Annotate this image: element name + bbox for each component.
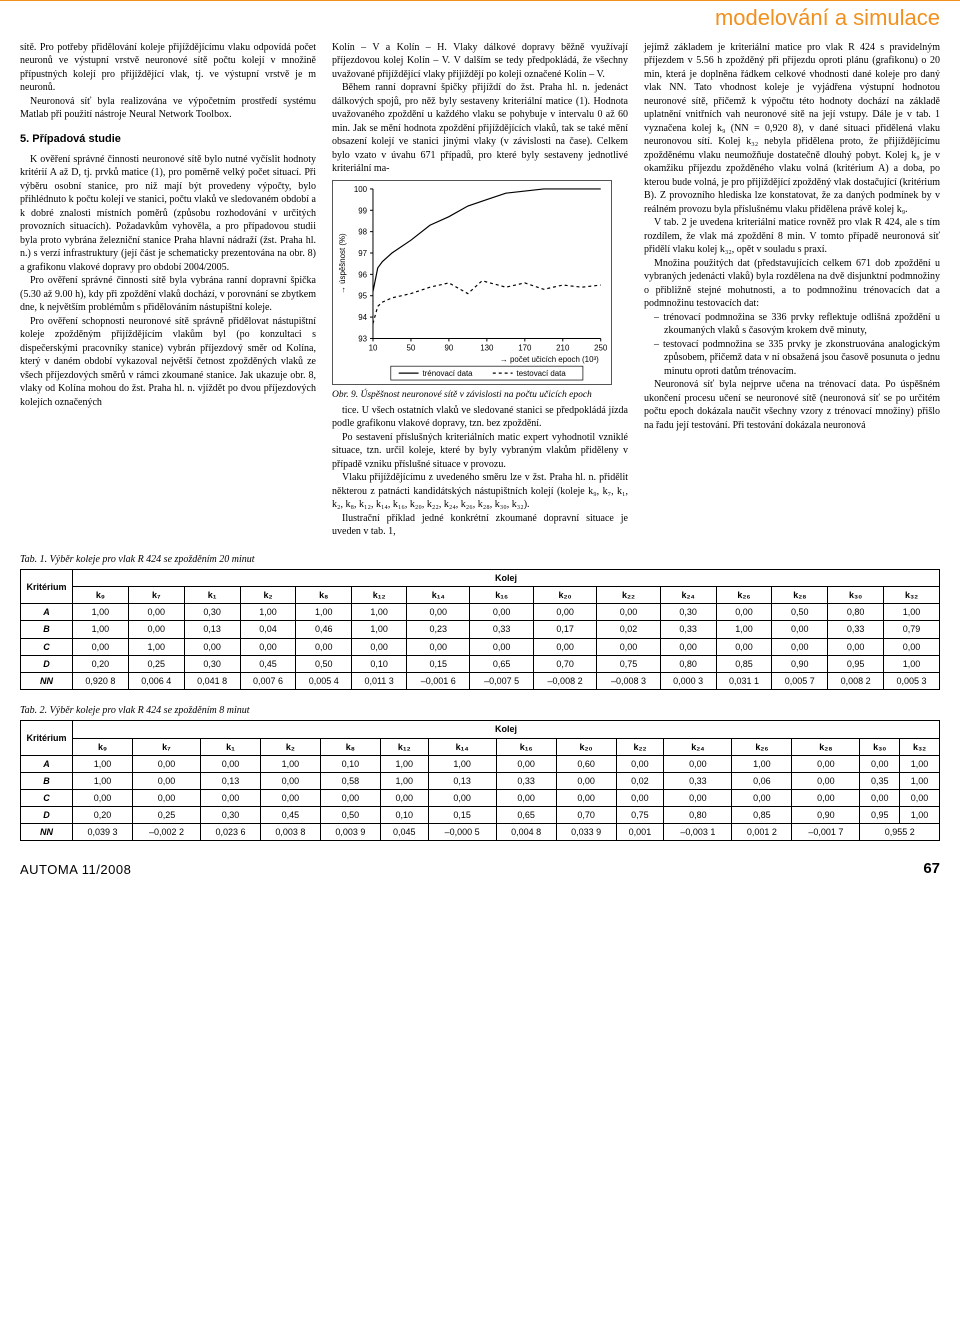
svg-text:10: 10 xyxy=(369,343,378,352)
svg-text:210: 210 xyxy=(556,343,570,352)
svg-text:170: 170 xyxy=(518,343,532,352)
table2: KritériumKolejk₉k₇k₁k₂k₈k₁₂k₁₄k₁₆k₂₀k₂₂k… xyxy=(20,720,940,841)
page-footer: AUTOMA 11/2008 67 xyxy=(0,841,960,889)
page-number: 67 xyxy=(923,859,940,879)
chart-svg: 93 94 95 96 97 98 99 100 10 50 90 130 170 210 250 → úsp… xyxy=(333,181,611,384)
section-heading-5: 5. Případová studie xyxy=(20,132,316,147)
svg-text:100: 100 xyxy=(354,185,368,194)
col1-p3: K ověření správné činnosti neuronové sít… xyxy=(20,153,316,275)
table1-caption: Tab. 1. Výběr koleje pro vlak R 424 se z… xyxy=(20,553,940,567)
col1-p5: Pro ověření schopnosti neuronové sítě sp… xyxy=(20,315,316,410)
svg-text:130: 130 xyxy=(480,343,494,352)
col3-li2-text: testovací podmnožina se 335 prvky je zko… xyxy=(663,339,940,377)
header-rule xyxy=(0,0,960,1)
svg-text:50: 50 xyxy=(407,343,416,352)
svg-text:250: 250 xyxy=(594,343,608,352)
column-2: Kolín – V a Kolín – H. Vlaky dálkové dop… xyxy=(332,41,628,539)
chart-box: 93 94 95 96 97 98 99 100 10 50 90 130 170 210 250 → úsp… xyxy=(332,180,612,385)
svg-text:trénovací data: trénovací data xyxy=(422,369,473,378)
svg-text:94: 94 xyxy=(358,313,367,322)
svg-text:98: 98 xyxy=(358,227,367,236)
svg-text:97: 97 xyxy=(358,249,367,258)
column-1: sítě. Pro potřeby přidělování koleje při… xyxy=(20,41,316,539)
col2-p6: Ilustrační příklad jedné konkrétní zkoum… xyxy=(332,512,628,539)
svg-text:90: 90 xyxy=(444,343,453,352)
table1: KritériumKolejk₉k₇k₁k₂k₈k₁₂k₁₄k₁₆k₂₀k₂₂k… xyxy=(20,569,940,690)
col3-list: trénovací podmnožina se 336 prvky reflek… xyxy=(644,311,940,379)
main-columns: sítě. Pro potřeby přidělování koleje při… xyxy=(20,41,940,539)
col3-li1: trénovací podmnožina se 336 prvky reflek… xyxy=(654,311,940,338)
svg-text:96: 96 xyxy=(358,270,367,279)
svg-text:testovací data: testovací data xyxy=(517,369,567,378)
col2-p4: Po sestavení příslušných kriteriálních m… xyxy=(332,431,628,472)
svg-text:→ úspěšnost (%): → úspěšnost (%) xyxy=(338,233,347,294)
magazine-issue: AUTOMA 11/2008 xyxy=(20,861,131,879)
chart-caption: Obr. 9. Úspěšnost neuronové sítě v závis… xyxy=(332,389,612,402)
svg-text:99: 99 xyxy=(358,206,367,215)
col3-p4: Neuronová síť byla nejprve učena na trén… xyxy=(644,378,940,432)
col1-p1: sítě. Pro potřeby přidělování koleje při… xyxy=(20,41,316,95)
svg-text:93: 93 xyxy=(358,334,367,343)
col2-p5: Vlaku přijíždějícímu z uvedeného směru l… xyxy=(332,471,628,512)
svg-text:95: 95 xyxy=(358,291,367,300)
col3-p3: Množina použitých dat (představujících c… xyxy=(644,257,940,311)
col3-p2: V tab. 2 je uvedena kriteriální matice r… xyxy=(644,216,940,257)
col3-p1: jejímž základem je kriteriální matice pr… xyxy=(644,41,940,217)
col1-p4: Pro ověření správné činnosti sítě byla v… xyxy=(20,274,316,315)
chart-figure: 93 94 95 96 97 98 99 100 10 50 90 130 170 210 250 → úsp… xyxy=(332,180,612,402)
col3-li2: testovací podmnožina se 335 prvky je zko… xyxy=(654,338,940,379)
svg-text:→ počet učicích epoch (10³): → počet učicích epoch (10³) xyxy=(500,355,599,364)
col2-p2: Během ranní dopravní špičky přijíždí do … xyxy=(332,81,628,176)
table2-caption: Tab. 2. Výběr koleje pro vlak R 424 se z… xyxy=(20,704,940,718)
col3-li1-text: trénovací podmnožina se 336 prvky reflek… xyxy=(663,312,940,337)
col2-p1: Kolín – V a Kolín – H. Vlaky dálkové dop… xyxy=(332,41,628,82)
category-bar: modelování a simulace xyxy=(0,3,960,41)
col1-p2: Neuronová síť byla realizována ve výpoče… xyxy=(20,95,316,122)
category-label: modelování a simulace xyxy=(715,3,940,33)
column-3: jejímž základem je kriteriální matice pr… xyxy=(644,41,940,539)
